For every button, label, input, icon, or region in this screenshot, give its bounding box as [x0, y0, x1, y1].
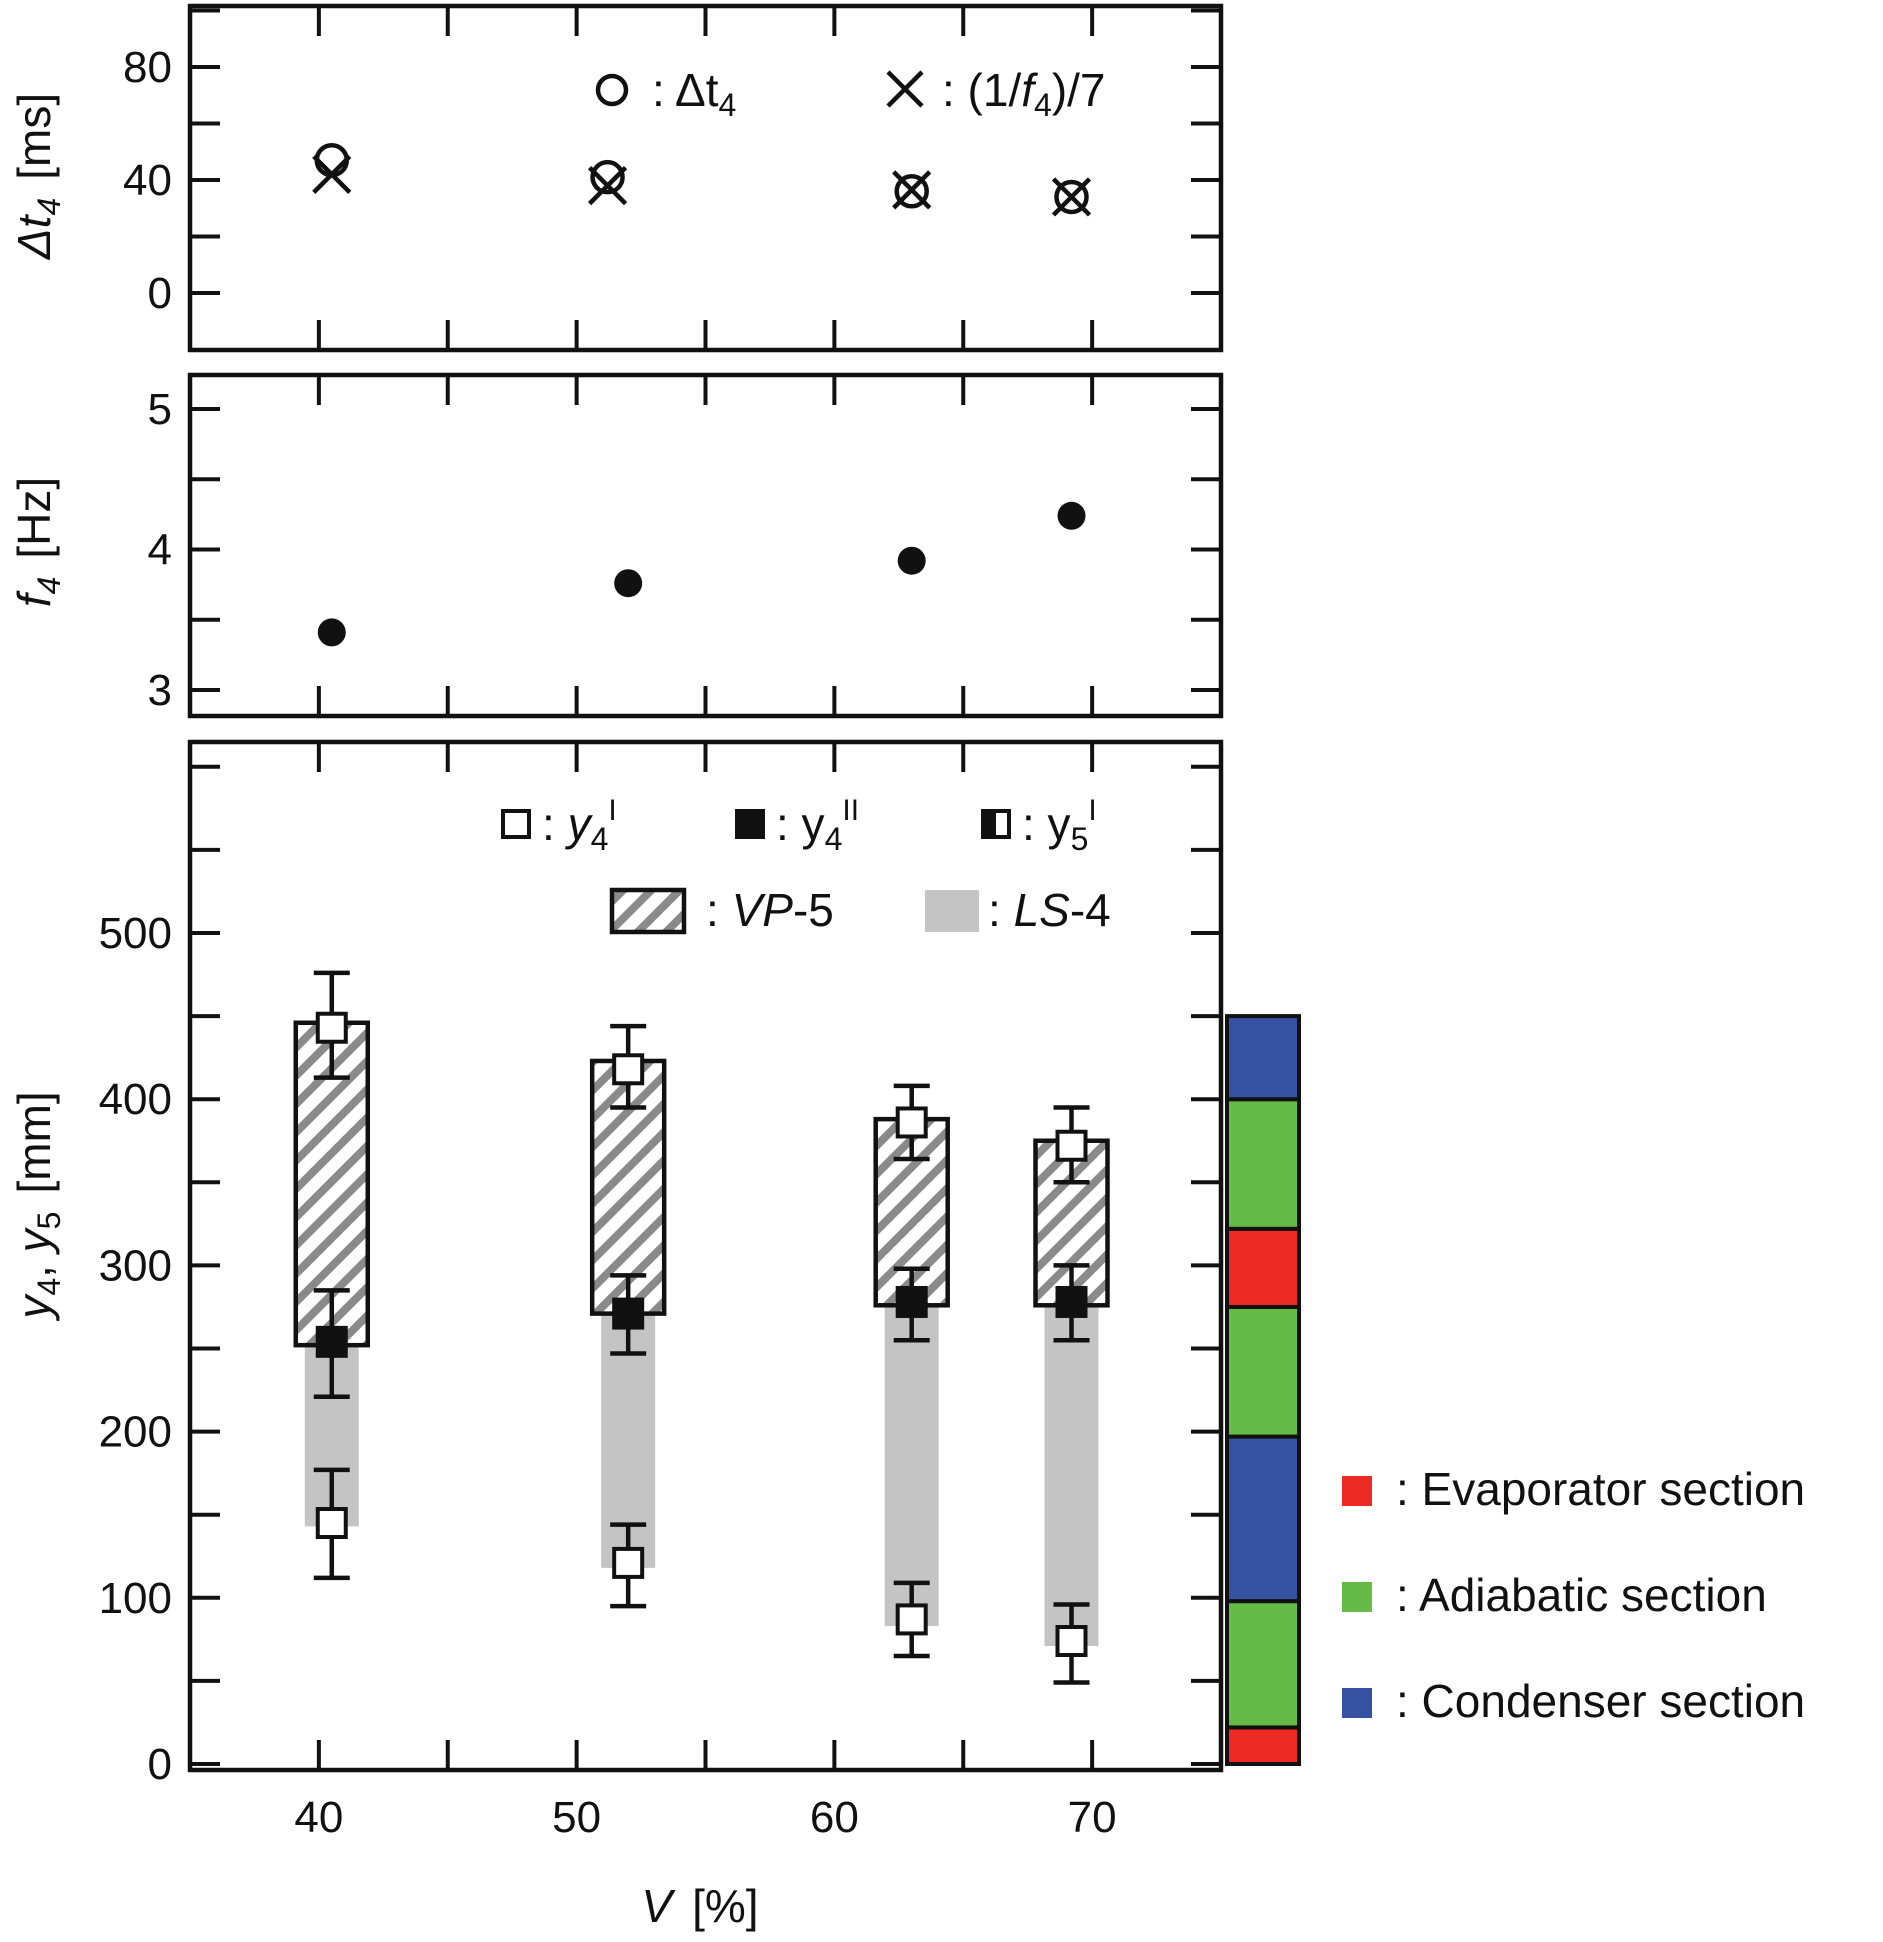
section-condenser [1225, 1014, 1301, 1102]
y-tick-label: 400 [99, 1075, 172, 1124]
cross-stroke [587, 166, 628, 206]
x-tick-label: 60 [810, 1793, 859, 1842]
legend-half-square-fill [983, 811, 996, 837]
plot-frame [187, 3, 1224, 353]
ylabel-bottom: y4, y5[mm] [8, 1091, 67, 1321]
legend-hatched-swatch [609, 887, 687, 935]
section-legend: : Evaporator section : Adiabatic section… [1342, 1463, 1805, 1727]
y-tick-label: 300 [99, 1241, 172, 1290]
y4-II-point [1055, 1285, 1088, 1318]
panel-f4: 3 4 5 [148, 372, 1224, 719]
y-tick-label: 500 [99, 909, 172, 958]
legend-adiabatic-label: : Adiabatic section [1396, 1569, 1767, 1621]
legend-bottom-markers: : y4I : y4II : y5I [501, 794, 1097, 857]
ls4-band [884, 1305, 939, 1627]
y4-I-low-point [612, 1546, 645, 1579]
y4-II-point [612, 1297, 645, 1330]
y4-I-high-point [612, 1053, 645, 1086]
y4-II-point [895, 1285, 928, 1318]
inverse-f4-point [587, 166, 628, 206]
legend-bottom-areas: : VP-5 : LS-4 [609, 884, 1111, 936]
legend-gray-swatch [925, 890, 979, 932]
y-tick-label: 100 [99, 1574, 172, 1623]
inverse-f4-point [892, 170, 932, 210]
delta-t4-point [590, 159, 625, 195]
f4-point [317, 618, 346, 647]
legend-evaporator-swatch [1342, 1476, 1372, 1506]
y-tick-label: 4 [148, 526, 172, 575]
inverse-f4-point [312, 154, 352, 194]
y-tick-label: 5 [148, 385, 172, 434]
y4-I-high-point [895, 1106, 928, 1139]
y4-I-low-point [315, 1507, 348, 1540]
y4-I-low-point [895, 1603, 928, 1636]
ylabel-middle: f4[Hz] [8, 477, 67, 607]
section-bar [1225, 1014, 1301, 1767]
inverse-f4-point [1051, 177, 1092, 217]
y-tick-label: 200 [99, 1408, 172, 1457]
y-tick-label: 80 [123, 43, 172, 92]
ls4-band [1044, 1305, 1099, 1646]
legend-condenser-label: : Condenser section [1396, 1675, 1805, 1727]
ylabel-top: Δt4[ms] [8, 93, 67, 260]
delta-t4-point [1054, 179, 1089, 215]
y4-I-low-point [1055, 1625, 1088, 1658]
section-evaporator [1225, 1725, 1301, 1767]
legend-cross-marker [886, 70, 924, 108]
y4-II-point [315, 1325, 348, 1358]
legend-open-circle-marker [595, 73, 629, 107]
legend-label-inverse-f4: : (1/f4)/7 [942, 64, 1106, 123]
section-evaporator [1225, 1226, 1301, 1309]
section-adiabatic [1225, 1599, 1301, 1730]
cross-stroke [1051, 177, 1092, 217]
delta-t4-point [314, 142, 350, 178]
y4-I-high-point [315, 1011, 348, 1044]
x-tick-label: 40 [294, 1793, 343, 1842]
legend-open-square-marker [501, 809, 531, 839]
legend-label-y5-I: : y5I [1022, 794, 1097, 857]
f4-point [897, 546, 926, 575]
legend-label-y4-II: : y4II [776, 794, 859, 857]
legend-label-vp5: : VP-5 [706, 884, 834, 936]
section-adiabatic [1225, 1304, 1301, 1439]
legend-condenser-swatch [1342, 1688, 1372, 1718]
legend-label-ls4: : LS-4 [988, 884, 1111, 936]
legend-label-y4-I: : y4I [542, 794, 617, 857]
x-tick-label: 70 [1068, 1793, 1117, 1842]
legend-filled-square-marker [735, 809, 765, 839]
f4-point [614, 569, 643, 598]
cross-stroke [892, 170, 932, 210]
x-tick-label: 50 [552, 1793, 601, 1842]
y-tick-label: 40 [123, 156, 172, 205]
panel-delta-t4: 0 40 80 [123, 3, 1224, 353]
y-tick-label: 0 [148, 1740, 172, 1789]
section-condenser [1225, 1434, 1301, 1604]
panel-y4-y5: 0 100 200 300 400 500 40 50 60 70 [99, 739, 1224, 1842]
y-tick-label: 3 [148, 666, 172, 715]
legend-adiabatic-swatch [1342, 1582, 1372, 1612]
plot-frame [187, 372, 1224, 719]
xlabel-bottom: V [%] [641, 1880, 758, 1932]
legend-top: : Δt4 : (1/f4)/7 [595, 64, 1106, 123]
delta-t4-point [894, 174, 929, 209]
y-tick-label: 0 [148, 269, 172, 318]
cross-stroke [312, 154, 352, 194]
f4-point [1057, 501, 1086, 530]
y4-I-high-point [1055, 1129, 1088, 1162]
legend-label-delta-t4: : Δt4 [652, 64, 736, 123]
section-adiabatic [1225, 1097, 1301, 1231]
legend-evaporator-label: : Evaporator section [1396, 1463, 1805, 1515]
